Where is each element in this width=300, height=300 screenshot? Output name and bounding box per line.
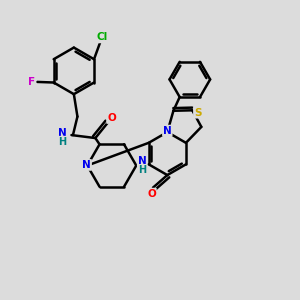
Text: Cl: Cl [97,32,108,42]
Text: S: S [194,108,201,118]
Text: N: N [138,156,146,166]
Text: H: H [138,165,146,175]
Text: O: O [107,113,116,123]
Text: F: F [28,77,35,87]
Text: N: N [163,126,172,136]
Text: O: O [147,189,156,199]
Text: H: H [58,136,67,147]
Text: N: N [82,160,91,170]
Text: N: N [58,128,67,138]
